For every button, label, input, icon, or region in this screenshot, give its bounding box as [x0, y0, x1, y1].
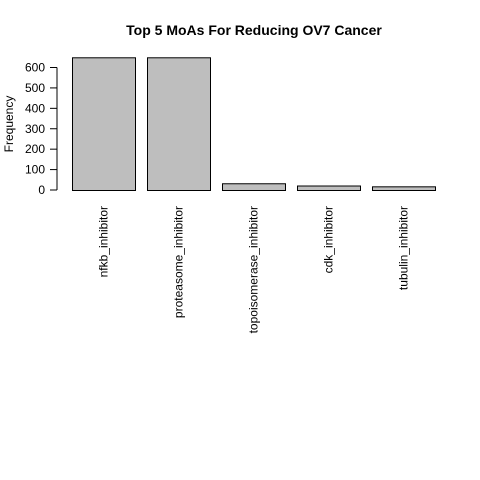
bars: [72, 57, 436, 191]
y-axis: 0 100 200 300 400 500 600: [25, 61, 58, 197]
bar-nfkb-inhibitor: [72, 57, 136, 191]
category-label: tubulin_inhibitor: [397, 206, 411, 290]
y-tick-label: 200: [25, 142, 45, 156]
category-label: cdk_inhibitor: [322, 206, 336, 273]
category-label: proteasome_inhibitor: [172, 206, 186, 318]
bar-tubulin-inhibitor: [372, 186, 436, 191]
y-tick-label: 500: [25, 81, 45, 95]
category-label: nfkb_inhibitor: [97, 206, 111, 277]
bar-cdk-inhibitor: [297, 185, 361, 191]
category-labels: nfkb_inhibitor proteasome_inhibitor topois…: [97, 206, 411, 333]
y-tick-label: 400: [25, 101, 45, 115]
bar-topoisomerase-inhibitor: [222, 183, 286, 191]
bar-proteasome-inhibitor: [147, 57, 211, 191]
y-tick-label: 0: [38, 183, 45, 197]
chart-title: Top 5 MoAs For Reducing OV7 Cancer: [126, 22, 382, 38]
y-axis-label: Frequency: [2, 96, 16, 153]
y-tick-label: 600: [25, 61, 45, 75]
y-tick-label: 100: [25, 163, 45, 177]
category-label: topoisomerase_inhibitor: [247, 206, 261, 333]
y-tick-label: 300: [25, 122, 45, 136]
